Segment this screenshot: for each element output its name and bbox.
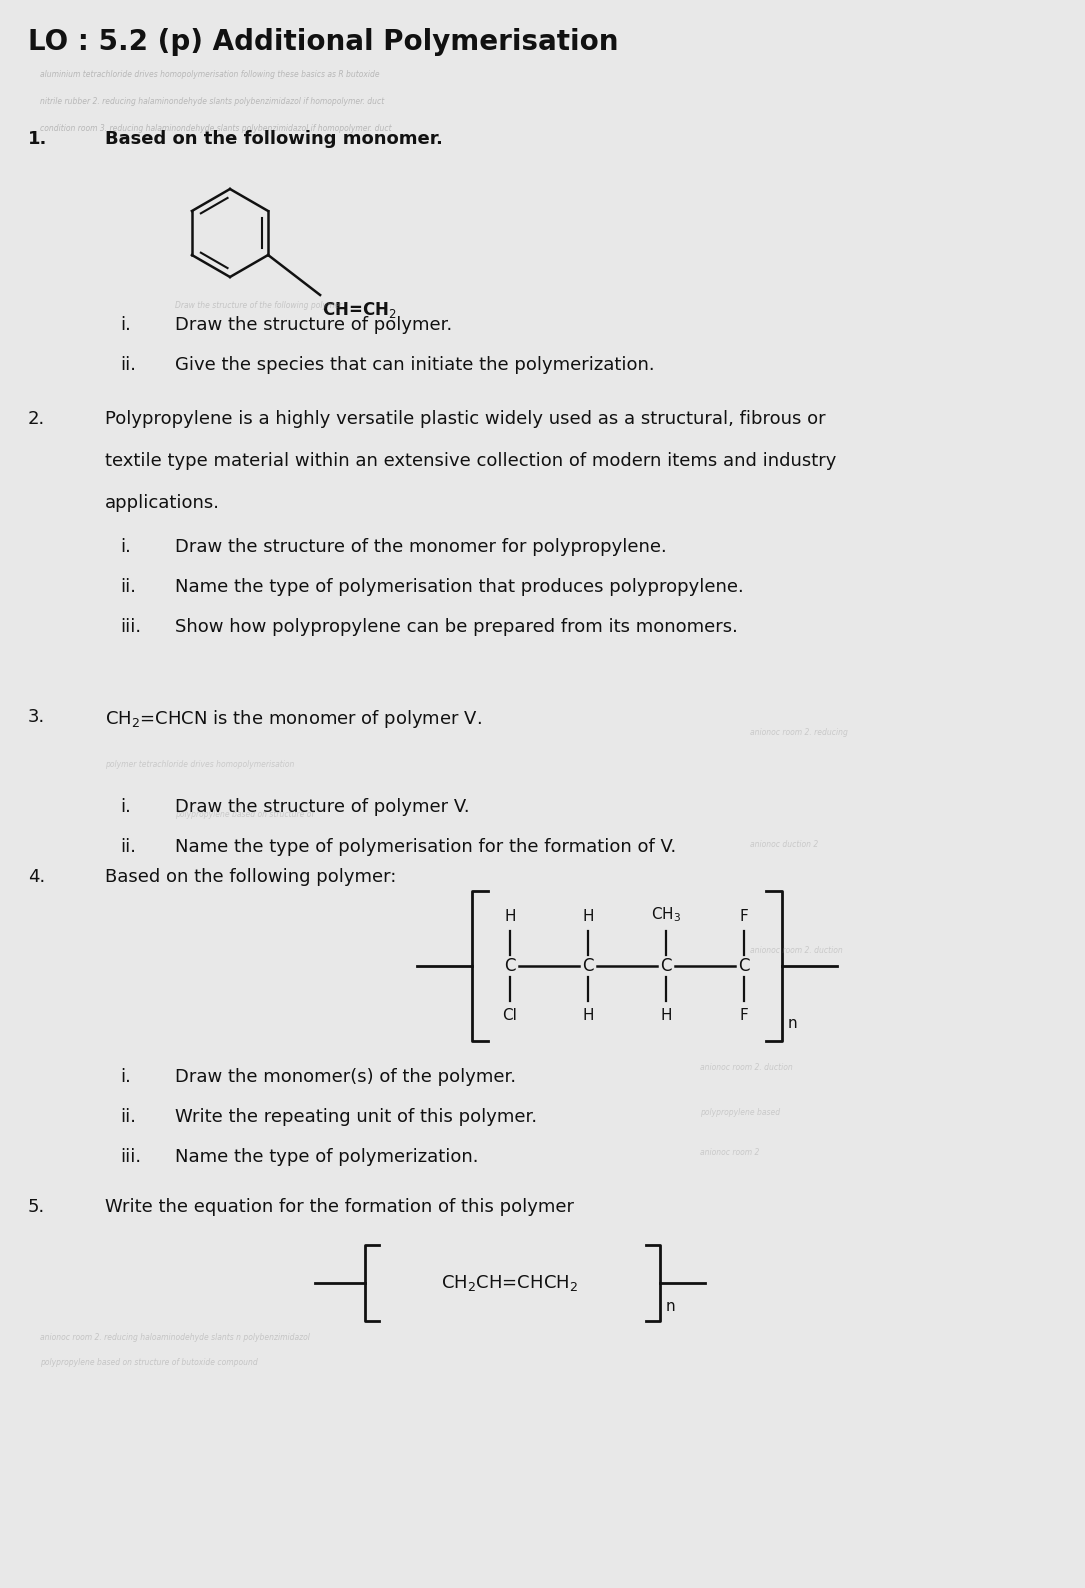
Text: Write the equation for the formation of this polymer: Write the equation for the formation of … [105, 1197, 574, 1216]
Text: H: H [505, 908, 515, 924]
Text: iii.: iii. [120, 1148, 141, 1166]
Text: ii.: ii. [120, 578, 136, 596]
Text: C: C [738, 958, 750, 975]
Text: Draw the structure of the following polymer: Draw the structure of the following poly… [175, 302, 342, 310]
Text: polymer tetrachloride drives homopolymerisation: polymer tetrachloride drives homopolymer… [105, 761, 294, 769]
Text: CH=CH$_2$: CH=CH$_2$ [322, 300, 397, 321]
Text: ii.: ii. [120, 356, 136, 375]
Text: CH$_3$: CH$_3$ [651, 905, 681, 924]
Text: Polypropylene is a highly versatile plastic widely used as a structural, fibrous: Polypropylene is a highly versatile plas… [105, 410, 826, 429]
Text: ii.: ii. [120, 838, 136, 856]
Text: anionoc room 2. reducing: anionoc room 2. reducing [750, 727, 847, 737]
Text: 1.: 1. [28, 130, 48, 148]
Text: i.: i. [120, 1069, 131, 1086]
Text: i.: i. [120, 316, 131, 333]
Text: F: F [740, 1008, 749, 1023]
Text: n: n [666, 1299, 676, 1313]
Text: polypropylene based on structure of butoxide compound: polypropylene based on structure of buto… [40, 1358, 258, 1367]
Text: C: C [583, 958, 593, 975]
Text: H: H [583, 1008, 593, 1023]
Text: Based on the following monomer.: Based on the following monomer. [105, 130, 443, 148]
Text: i.: i. [120, 538, 131, 556]
Text: anionoc room 2: anionoc room 2 [700, 1148, 760, 1158]
Text: C: C [505, 958, 515, 975]
Text: Draw the monomer(s) of the polymer.: Draw the monomer(s) of the polymer. [175, 1069, 516, 1086]
Text: Write the repeating unit of this polymer.: Write the repeating unit of this polymer… [175, 1108, 537, 1126]
Text: i.: i. [120, 799, 131, 816]
Text: 2.: 2. [28, 410, 46, 429]
Text: Based on the following polymer:: Based on the following polymer: [105, 869, 396, 886]
Text: nitrile rubber 2. reducing halaminondehyde slants polybenzimidazol if homopolyme: nitrile rubber 2. reducing halaminondehy… [40, 97, 384, 106]
Text: anionoc room 2. duction: anionoc room 2. duction [750, 946, 843, 954]
Text: LO : 5.2 (p) Additional Polymerisation: LO : 5.2 (p) Additional Polymerisation [28, 29, 618, 56]
Text: CH$_2$CH=CHCH$_2$: CH$_2$CH=CHCH$_2$ [442, 1274, 578, 1293]
Text: Give the species that can initiate the polymerization.: Give the species that can initiate the p… [175, 356, 654, 375]
Text: textile type material within an extensive collection of modern items and industr: textile type material within an extensiv… [105, 453, 837, 470]
Text: 5.: 5. [28, 1197, 46, 1216]
Text: ii.: ii. [120, 1108, 136, 1126]
Text: iii.: iii. [120, 618, 141, 637]
Text: Draw the structure of the monomer for polypropylene.: Draw the structure of the monomer for po… [175, 538, 667, 556]
Text: Name the type of polymerisation that produces polypropylene.: Name the type of polymerisation that pro… [175, 578, 743, 596]
Text: C: C [661, 958, 672, 975]
Text: Draw the structure of polymer.: Draw the structure of polymer. [175, 316, 452, 333]
Text: anionoc room 2. duction: anionoc room 2. duction [700, 1062, 793, 1072]
Text: Name the type of polymerization.: Name the type of polymerization. [175, 1148, 478, 1166]
Text: n: n [788, 1016, 797, 1031]
Text: condition room 3. reducing halaminondehyde slants polybenzimidazol if homopolyme: condition room 3. reducing halaminondehy… [40, 124, 392, 133]
Text: H: H [583, 908, 593, 924]
Text: H: H [661, 1008, 672, 1023]
Text: F: F [740, 908, 749, 924]
Text: 4.: 4. [28, 869, 46, 886]
Text: polypropylene based on structure of: polypropylene based on structure of [175, 810, 314, 819]
Text: anionoc room 2. reducing haloaminodehyde slants n polybenzimidazol: anionoc room 2. reducing haloaminodehyde… [40, 1332, 310, 1342]
Text: Show how polypropylene can be prepared from its monomers.: Show how polypropylene can be prepared f… [175, 618, 738, 637]
Text: aluminium tetrachloride drives homopolymerisation following these basics as R bu: aluminium tetrachloride drives homopolym… [40, 70, 380, 79]
Text: Cl: Cl [502, 1008, 518, 1023]
Text: Draw the structure of polymer V.: Draw the structure of polymer V. [175, 799, 470, 816]
Text: polypropylene based: polypropylene based [700, 1108, 780, 1116]
Text: anionoc duction 2: anionoc duction 2 [750, 840, 818, 850]
Text: Name the type of polymerisation for the formation of V.: Name the type of polymerisation for the … [175, 838, 676, 856]
Text: CH$_2$=CHCN is the monomer of polymer V.: CH$_2$=CHCN is the monomer of polymer V. [105, 708, 482, 730]
Text: applications.: applications. [105, 494, 220, 511]
Text: 3.: 3. [28, 708, 46, 726]
